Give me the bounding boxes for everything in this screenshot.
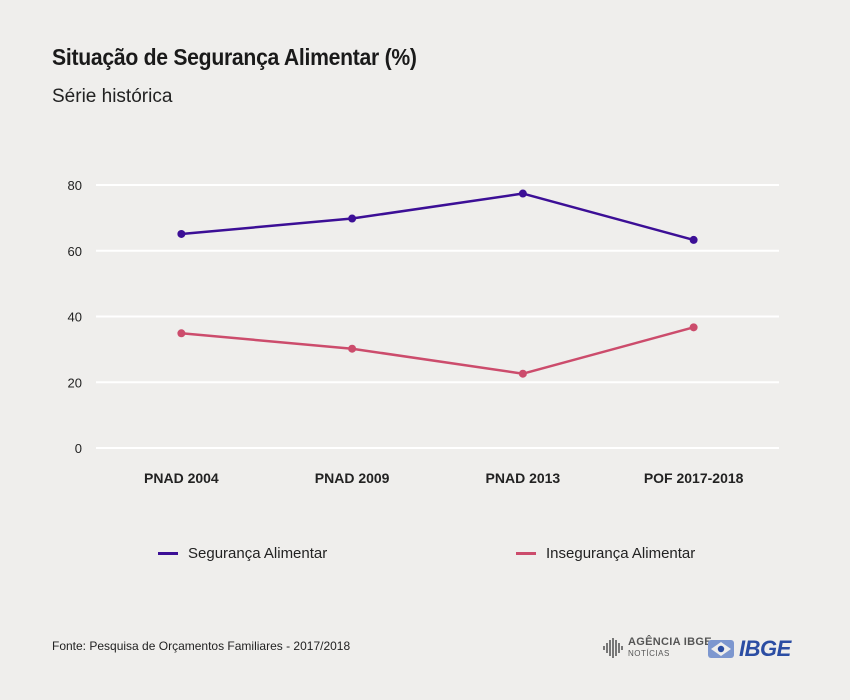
source-note: Fonte: Pesquisa de Orçamentos Familiares… (52, 639, 351, 653)
agencia-ibge-logo: AGÊNCIA IBGE NOTÍCIAS (602, 637, 712, 659)
legend: Segurança Alimentar Insegurança Alimenta… (0, 545, 850, 569)
y-tick-label: 80 (68, 178, 82, 193)
series-layer (177, 189, 698, 378)
data-point-1-1 (348, 344, 357, 353)
x-tick-label: PNAD 2009 (315, 470, 390, 486)
legend-item-inseguranca: Insegurança Alimentar (516, 545, 695, 562)
y-tick-label: 20 (68, 375, 82, 390)
data-point-1-0 (177, 329, 186, 338)
data-point-1-2 (518, 369, 527, 378)
data-point-0-0 (177, 229, 186, 238)
agencia-ibge-logo-bottom: NOTÍCIAS (628, 649, 670, 658)
x-tick-label: POF 2017-2018 (644, 470, 744, 486)
y-tick-label: 60 (68, 244, 82, 259)
agencia-ibge-logo-icon (603, 638, 623, 658)
agencia-ibge-logo-text: AGÊNCIA IBGE NOTÍCIAS (628, 637, 712, 659)
x-axis-ticks: PNAD 2004 PNAD 2009 PNAD 2013 POF 2017-2018 (144, 470, 744, 486)
ibge-logo-icon (708, 640, 734, 658)
data-point-0-1 (348, 214, 357, 223)
legend-label-inseguranca: Insegurança Alimentar (546, 545, 696, 562)
legend-swatch-seguranca (158, 552, 178, 555)
legend-label-seguranca: Segurança Alimentar (188, 545, 328, 562)
grid-lines (96, 184, 779, 449)
chart-subtitle: Série histórica (52, 86, 173, 107)
y-axis-ticks: 0 20 40 60 80 (68, 178, 82, 456)
ibge-logo-text: IBGE (739, 636, 791, 661)
legend-item-seguranca: Segurança Alimentar (158, 545, 327, 562)
x-tick-label: PNAD 2004 (144, 470, 219, 486)
series-line-1 (181, 326, 694, 375)
line-chart: 0 20 40 60 80 PNAD 2004 PNAD 2009 PNAD 2013 POF… (68, 178, 779, 486)
y-tick-label: 40 (68, 310, 82, 325)
data-point-0-3 (689, 235, 698, 244)
ibge-logo: IBGE (706, 636, 791, 662)
data-point-0-2 (518, 189, 527, 198)
chart-title: Situação de Segurança Alimentar (%) (52, 44, 417, 70)
agencia-ibge-logo-top: AGÊNCIA IBGE (628, 636, 712, 648)
data-point-1-3 (689, 323, 698, 332)
y-tick-label: 0 (75, 441, 82, 456)
series-line-0 (181, 192, 694, 242)
legend-swatch-inseguranca (516, 552, 536, 555)
x-tick-label: PNAD 2013 (486, 470, 561, 486)
